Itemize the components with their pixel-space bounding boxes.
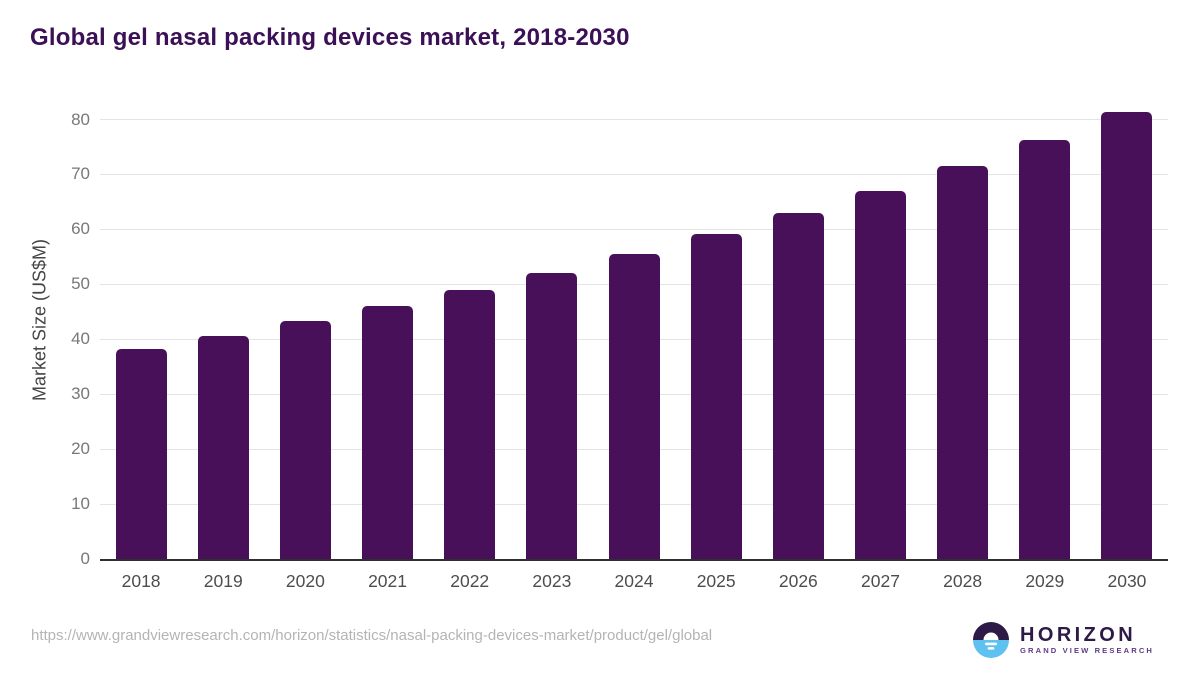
x-tick-2028: 2028 bbox=[943, 571, 983, 591]
y-tick-70: 70 bbox=[71, 164, 90, 184]
x-tick-2024: 2024 bbox=[614, 571, 654, 591]
chart-title: Global gel nasal packing devices market,… bbox=[30, 24, 630, 51]
bar-2020[interactable] bbox=[279, 320, 331, 559]
bar-slot-2021 bbox=[346, 89, 428, 559]
x-tick-2022: 2022 bbox=[450, 571, 490, 591]
bar-slot-2028 bbox=[922, 89, 1004, 559]
bar-slot-2025 bbox=[675, 89, 757, 559]
y-tick-60: 60 bbox=[71, 219, 90, 239]
bar-slot-2022 bbox=[429, 89, 511, 559]
x-tick-2020: 2020 bbox=[285, 571, 325, 591]
x-tick-2021: 2021 bbox=[368, 571, 408, 591]
bar-2030[interactable] bbox=[1101, 111, 1153, 559]
x-tick-2018: 2018 bbox=[121, 571, 161, 591]
horizon-logo-text: HORIZON GRAND VIEW RESEARCH bbox=[1020, 624, 1154, 656]
plot-area bbox=[100, 89, 1168, 561]
horizon-logo-icon bbox=[973, 622, 1010, 658]
x-tick-2029: 2029 bbox=[1025, 571, 1065, 591]
y-tick-80: 80 bbox=[71, 109, 90, 129]
x-tick-2030: 2030 bbox=[1107, 571, 1147, 591]
x-tick-2026: 2026 bbox=[778, 571, 818, 591]
y-tick-50: 50 bbox=[71, 274, 90, 294]
bar-slot-2030 bbox=[1086, 89, 1168, 559]
bar-slot-2027 bbox=[839, 89, 921, 559]
x-tick-2025: 2025 bbox=[696, 571, 736, 591]
bar-2019[interactable] bbox=[197, 335, 249, 559]
gridline-70 bbox=[100, 173, 1168, 175]
bar-2022[interactable] bbox=[444, 289, 496, 559]
bar-slot-2019 bbox=[182, 89, 264, 559]
y-tick-10: 10 bbox=[71, 494, 90, 514]
x-tick-2023: 2023 bbox=[532, 571, 572, 591]
bar-2023[interactable] bbox=[526, 272, 578, 559]
bar-slot-2020 bbox=[264, 89, 346, 559]
bar-2028[interactable] bbox=[937, 166, 989, 559]
y-tick-40: 40 bbox=[71, 329, 90, 349]
bar-2018[interactable] bbox=[115, 348, 167, 559]
x-axis-tick-labels: 2018 2019 2020 2021 2022 2023 2024 2025 2026 2027… bbox=[100, 571, 1168, 592]
bar-2029[interactable] bbox=[1019, 139, 1071, 559]
y-tick-0: 0 bbox=[80, 549, 90, 568]
bar-slot-2026 bbox=[757, 89, 839, 559]
y-tick-20: 20 bbox=[71, 439, 90, 459]
bar-slot-2018 bbox=[100, 89, 182, 559]
gridline-60 bbox=[100, 228, 1168, 230]
x-tick-2019: 2019 bbox=[203, 571, 243, 591]
bar-2026[interactable] bbox=[772, 212, 824, 559]
logo-subtitle: GRAND VIEW RESEARCH bbox=[1020, 646, 1154, 655]
bar-2024[interactable] bbox=[608, 253, 660, 559]
y-axis-tick-labels: 0 10 20 30 40 50 60 70 80 bbox=[0, 89, 90, 569]
bar-2021[interactable] bbox=[362, 306, 414, 559]
bar-slot-2024 bbox=[593, 89, 675, 559]
logo-name: HORIZON bbox=[1020, 624, 1137, 646]
y-tick-30: 30 bbox=[71, 384, 90, 404]
bar-slot-2023 bbox=[511, 89, 593, 559]
bar-2025[interactable] bbox=[690, 234, 742, 559]
bar-series bbox=[100, 89, 1168, 559]
bar-slot-2029 bbox=[1004, 89, 1086, 559]
x-tick-2027: 2027 bbox=[861, 571, 900, 591]
gridline-80 bbox=[100, 119, 1168, 120]
source-url[interactable]: https://www.grandviewresearch.com/horizo… bbox=[31, 627, 713, 644]
horizon-logo: HORIZON GRAND VIEW RESEARCH bbox=[971, 620, 1154, 660]
bar-2027[interactable] bbox=[854, 190, 906, 559]
